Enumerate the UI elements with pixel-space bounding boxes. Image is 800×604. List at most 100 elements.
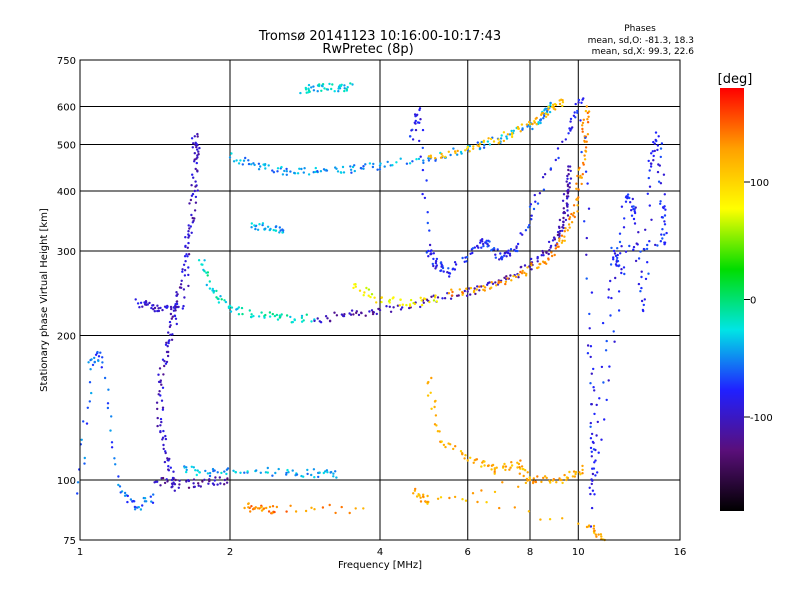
trace-point (196, 148, 199, 151)
trace-point (159, 394, 162, 397)
trace-point (597, 533, 600, 536)
trace-point (179, 283, 183, 286)
trace-point (243, 471, 246, 474)
trace-point (536, 260, 539, 263)
trace-point (589, 446, 593, 450)
trace-point (620, 245, 623, 248)
trace-point (313, 319, 316, 323)
trace-point (547, 257, 550, 260)
trace-point (647, 272, 650, 275)
trace-point (192, 142, 195, 145)
trace-point (506, 277, 509, 280)
trace-point (585, 105, 588, 108)
trace-point (83, 462, 86, 465)
trace-point (665, 231, 668, 235)
trace-point (572, 114, 576, 118)
trace-point (110, 446, 114, 449)
trace-point (261, 222, 265, 225)
x-tick-label: 10 (572, 547, 585, 558)
trace-point (319, 170, 323, 173)
trace-point (632, 245, 636, 249)
trace-point (576, 174, 579, 178)
trace-point (623, 217, 626, 220)
trace-point (481, 240, 484, 243)
trace-point (556, 233, 560, 237)
trace-point (405, 162, 409, 165)
trace-point (163, 360, 166, 363)
trace-point (87, 361, 90, 364)
trace-point (465, 294, 469, 297)
trace-point (187, 241, 190, 245)
trace-point (551, 479, 555, 482)
trace-point (461, 293, 464, 296)
trace-point (454, 263, 458, 266)
trace-point (461, 498, 464, 501)
trace-point (330, 87, 333, 91)
trace-point (631, 197, 634, 201)
trace-point (316, 90, 319, 93)
trace-point (161, 358, 165, 361)
trace-point (481, 238, 484, 241)
trace-point (490, 249, 493, 252)
trace-point (316, 170, 319, 173)
trace-point (593, 493, 596, 496)
trace-point (159, 424, 162, 427)
trace-point (418, 107, 422, 110)
trace-point (411, 138, 415, 141)
trace-point (420, 303, 424, 307)
trace-point (215, 289, 218, 293)
trace-point (515, 245, 518, 248)
trace-point (253, 507, 256, 510)
y-tick-label: 200 (57, 332, 76, 343)
trace-point (656, 148, 659, 152)
trace-point (99, 351, 102, 354)
trace-point (456, 149, 459, 153)
trace-point (415, 495, 419, 498)
trace-point (303, 167, 306, 170)
trace-point (581, 472, 584, 475)
trace-point (613, 252, 617, 255)
trace-point (444, 155, 447, 159)
trace-point (298, 167, 301, 170)
trace-point (180, 279, 183, 282)
trace-point (483, 464, 486, 467)
trace-point (285, 314, 289, 317)
trace-point (547, 252, 550, 256)
trace-point (618, 264, 621, 267)
trace-point (185, 468, 188, 472)
trace-point (348, 511, 351, 515)
trace-point (190, 231, 193, 234)
trace-point (464, 149, 467, 152)
trace-point (659, 182, 663, 185)
trace-point (228, 304, 232, 308)
trace-point (206, 274, 209, 277)
trace-point (517, 273, 520, 276)
trace-point (586, 182, 589, 185)
trace-point (96, 350, 99, 354)
trace-point (554, 158, 557, 162)
trace-point (187, 273, 190, 277)
trace-point (600, 365, 604, 369)
trace-point (466, 145, 470, 149)
trace-point (296, 172, 300, 175)
trace-point (275, 505, 279, 509)
trace-point (499, 252, 502, 255)
trace-point (291, 320, 294, 324)
trace-point (205, 283, 208, 287)
trace-point (583, 220, 586, 223)
trace-point (435, 424, 438, 427)
trace-point (258, 223, 261, 226)
trace-point (351, 83, 354, 86)
trace-point (475, 458, 479, 461)
trace-point (569, 117, 573, 121)
trace-point (198, 146, 201, 150)
trace-point (243, 506, 246, 510)
trace-point (153, 306, 157, 310)
trace-point (145, 500, 148, 503)
trace-point (533, 121, 536, 124)
trace-point (659, 147, 663, 150)
trace-point (365, 286, 368, 290)
trace-point (556, 230, 560, 234)
trace-point (83, 456, 87, 460)
trace-point (494, 253, 497, 256)
